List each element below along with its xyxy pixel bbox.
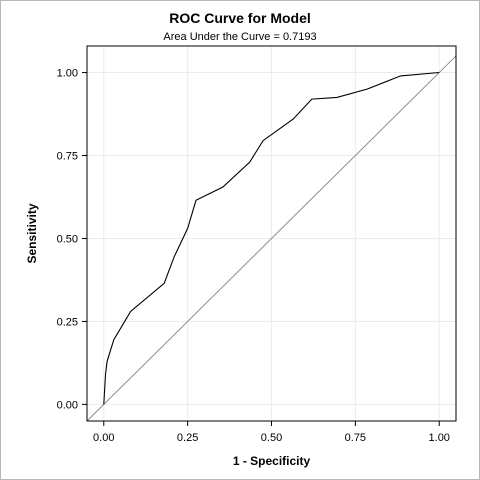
x-tick-label: 0.00 [93,432,114,444]
reference-diagonal-line [86,55,457,422]
y-tick-label: 0.25 [57,316,78,328]
grid-lines [87,46,456,421]
chart-subtitle: Area Under the Curve = 0.7193 [163,31,317,43]
x-axis-label: 1 - Specificity [233,454,311,468]
y-tick-label: 1.00 [57,68,78,80]
roc-curve-line [103,71,440,405]
y-tick-label: 0.75 [57,151,78,163]
x-axis-ticks: 0.00 0.25 0.50 0.75 1.00 [93,421,450,444]
y-tick-label: 0.00 [57,399,78,411]
x-tick-label: 0.50 [261,432,282,444]
y-tick-label: 0.50 [57,233,78,245]
chart-title: ROC Curve for Model [169,10,311,26]
y-axis-ticks: 0.00 0.25 0.50 0.75 1.00 [57,68,87,411]
y-axis-label: Sensitivity [25,203,39,263]
x-tick-label: 0.75 [345,432,366,444]
x-tick-label: 1.00 [429,432,450,444]
x-tick-label: 0.25 [177,432,198,444]
